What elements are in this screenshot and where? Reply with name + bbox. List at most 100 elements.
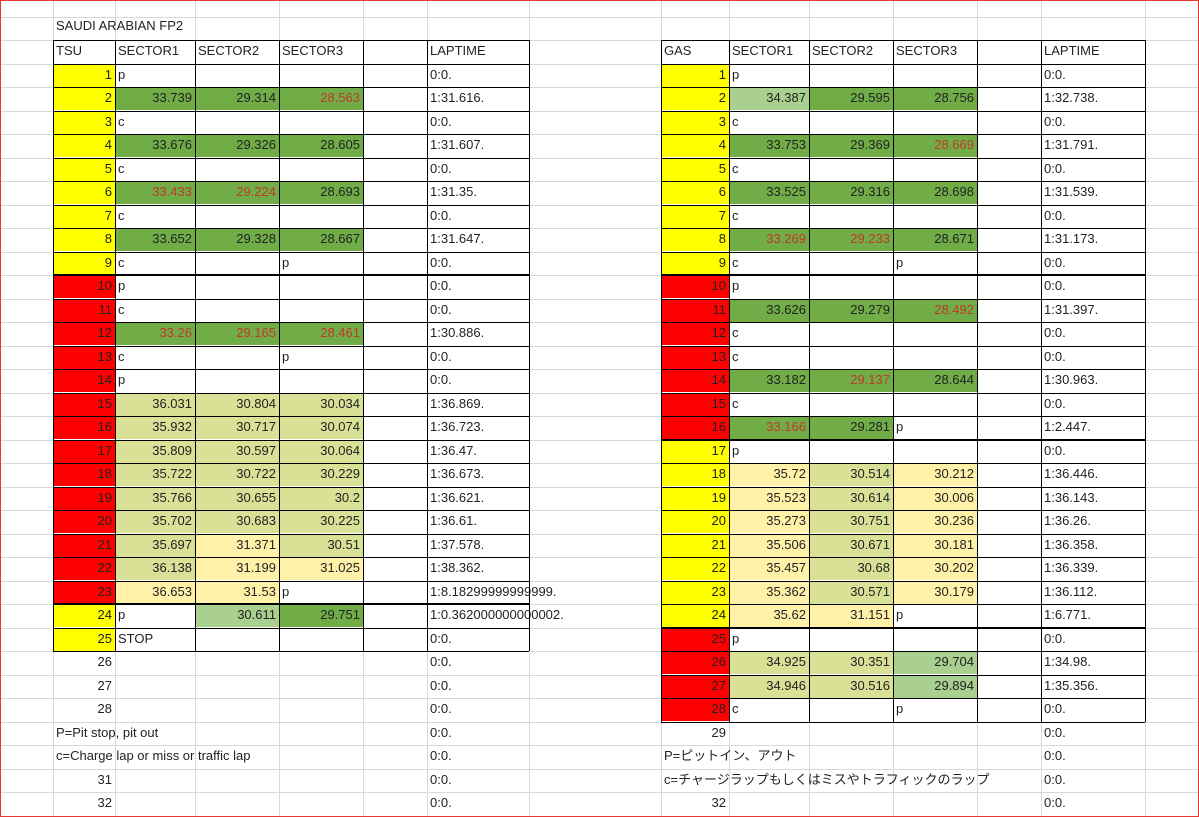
- sector-3-cell: 30.236: [893, 510, 977, 533]
- sector-3-cell: 30.2: [279, 486, 363, 510]
- laptime-cell: 0:0.: [430, 701, 452, 716]
- table-border: [661, 463, 1145, 464]
- laptime-cell: 1:30.886.: [430, 325, 485, 340]
- laptime-cell: 1:38.362.: [430, 560, 485, 575]
- sector-1-cell: c: [732, 207, 739, 223]
- sector-1-cell: 33.525: [729, 181, 809, 204]
- sector-3-cell: 29.894: [893, 674, 977, 698]
- laptime-cell: 1:0.362000000000002.: [430, 607, 564, 622]
- gridline-h: [0, 181, 1199, 182]
- sector-2-cell: 30.597: [195, 439, 279, 463]
- laptime-cell: 0:0.: [1044, 395, 1066, 411]
- laptime-cell: 0:0.: [1044, 278, 1066, 293]
- sector-2-cell: [809, 205, 893, 228]
- laptime-cell: 0:0.: [1044, 724, 1066, 740]
- gridline-h: [0, 534, 1199, 535]
- laptime-cell: 0:0.: [1044, 771, 1066, 787]
- table-border: [53, 416, 529, 417]
- sector-1-cell: 35.809: [115, 439, 195, 463]
- lap-number: 18: [661, 463, 729, 486]
- gridline-h: [0, 745, 1199, 746]
- sector-3-cell: [893, 745, 977, 768]
- sector-2-cell: 30.514: [809, 463, 893, 486]
- lap-number: 24: [661, 604, 729, 627]
- sector-1-cell: c: [732, 348, 739, 364]
- table-border: [53, 369, 529, 370]
- sector-3-cell: [893, 628, 977, 651]
- sector-2-cell: [809, 745, 893, 768]
- sector-3-cell: 28.671: [893, 228, 977, 251]
- table-border: [53, 580, 529, 582]
- sector-1-cell: [115, 792, 195, 815]
- laptime-cell: 0:0.: [1044, 254, 1066, 270]
- sector-1-cell: 35.702: [115, 510, 195, 533]
- gridline-h: [0, 205, 1199, 206]
- gridline-h: [0, 369, 1199, 370]
- gridline-h: [0, 651, 1199, 652]
- laptime-cell: 1:36.61.: [430, 513, 477, 528]
- table-border: [661, 134, 1145, 135]
- sector-2-cell: [809, 275, 893, 298]
- sector-2-cell: 30.571: [809, 580, 893, 604]
- sector-2-cell: [195, 628, 279, 651]
- laptime-cell: 0:0.: [430, 654, 452, 669]
- lap-number: 22: [53, 557, 115, 580]
- sector-2-cell: [809, 792, 893, 815]
- lap-number: 5: [53, 157, 115, 181]
- table-border: [661, 533, 1145, 535]
- table-border: [661, 604, 1145, 605]
- lap-number: 16: [661, 416, 729, 439]
- lap-number: 19: [661, 486, 729, 510]
- laptime-cell: 1:36.358.: [1044, 536, 1099, 552]
- table-border: [661, 274, 1145, 276]
- sector-2-cell: [809, 252, 893, 275]
- lap-number: 11: [53, 298, 115, 322]
- table-border: [53, 322, 529, 323]
- sector-3-cell: [279, 745, 363, 768]
- table-border: [809, 40, 810, 722]
- sector-2-cell: [809, 722, 893, 745]
- sector-2-cell: 29.233: [809, 228, 893, 251]
- laptime-cell: 0:0.: [1044, 66, 1066, 82]
- sector-2-cell: 30.351: [809, 651, 893, 674]
- laptime-cell: 0:0.: [430, 160, 452, 176]
- sector-1-cell: p: [732, 66, 740, 82]
- lap-number: 27: [97, 677, 112, 693]
- lap-number: 13: [53, 345, 115, 369]
- sector-3-cell: 30.074: [279, 416, 363, 439]
- table-border: [661, 557, 1145, 558]
- sector-1-cell: c: [118, 348, 125, 364]
- sector-2-cell: [195, 651, 279, 674]
- sector-2-cell: 29.165: [195, 322, 279, 345]
- laptime-cell: 0:0.: [430, 771, 452, 787]
- table-border: [53, 274, 529, 276]
- table-border: [661, 416, 1145, 417]
- lap-number: 29: [711, 724, 726, 740]
- sector-3-cell: [279, 111, 363, 134]
- laptime-cell: 1:36.339.: [1044, 560, 1099, 575]
- header-tsu-2: SECTOR2: [198, 43, 260, 58]
- lap-number: 26: [97, 654, 112, 669]
- table-border: [529, 40, 530, 651]
- sector-1-cell: 33.652: [115, 228, 195, 251]
- sector-1-cell: c: [732, 325, 739, 340]
- sector-2-cell: 30.804: [195, 392, 279, 416]
- table-border: [53, 157, 529, 159]
- sector-3-cell: p: [282, 348, 290, 364]
- lap-number: 11: [661, 298, 729, 322]
- sector-3-cell: 30.179: [893, 580, 977, 604]
- gridline-h: [0, 675, 1199, 676]
- laptime-cell: 0:0.: [1044, 160, 1066, 176]
- sector-3-cell: [279, 792, 363, 815]
- sector-3-cell: 30.181: [893, 533, 977, 557]
- sector-1-cell: 33.269: [729, 228, 809, 251]
- laptime-cell: 1:36.869.: [430, 395, 485, 411]
- lap-number: 28: [97, 701, 112, 716]
- sector-1-cell: 33.753: [729, 134, 809, 157]
- gridline-h: [0, 252, 1199, 253]
- sector-2-cell: 30.671: [809, 533, 893, 557]
- lap-number: 4: [661, 134, 729, 157]
- sector-2-cell: [195, 205, 279, 228]
- table-border: [661, 721, 1145, 723]
- laptime-cell: 0:0.: [430, 677, 452, 693]
